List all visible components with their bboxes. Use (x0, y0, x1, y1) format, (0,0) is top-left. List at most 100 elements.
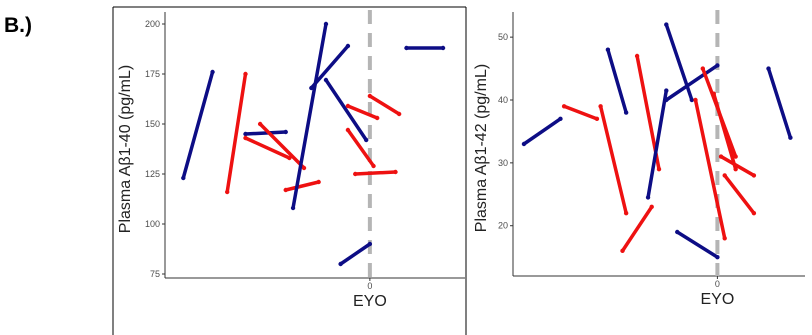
series-segment-blue (324, 78, 368, 142)
segment-start-point (766, 66, 771, 71)
segment-end-point (751, 173, 757, 178)
segment-end-point (364, 137, 369, 143)
series-segment-blue (522, 117, 563, 146)
segment-end-point (210, 69, 215, 75)
series-segment-red (225, 72, 248, 194)
segment-end-point (722, 236, 727, 241)
series-segment-red (258, 122, 306, 170)
segment-start-point (664, 97, 669, 103)
segment-start-point (711, 91, 716, 96)
segment-end-point (715, 63, 720, 68)
segment-end-point (689, 97, 695, 103)
segment-start-point (309, 85, 314, 91)
segment-start-point (345, 127, 351, 133)
series-segment-red (719, 154, 756, 178)
segment-start-point (561, 104, 567, 109)
segment-end-point (371, 163, 376, 169)
y-tick-label: 75 (150, 269, 160, 279)
segment-start-point (521, 141, 527, 147)
segment-start-point (404, 45, 409, 51)
y-tick-label: 30 (498, 158, 508, 168)
segment-end-point (623, 210, 629, 216)
chart-abeta40: 75 100 125 150 175 200 0 Plasma Aβ1-40 (pg/mL) E… (117, 10, 465, 310)
segment-end-point (715, 254, 720, 260)
y-tick-label: 20 (498, 221, 508, 231)
series-segment-red (562, 104, 599, 121)
segment-end-point (374, 115, 380, 121)
segment-start-point (700, 66, 705, 71)
segment-end-point (440, 45, 446, 51)
series-segment-red (243, 136, 292, 160)
segment-start-point (345, 103, 351, 109)
y-tick-label: 200 (145, 19, 160, 29)
x-axis-label: EYO (353, 293, 387, 310)
series-segment-red (693, 98, 727, 241)
series-segment-red (620, 205, 654, 253)
x-axis-label: EYO (701, 291, 735, 308)
segment-start-point (257, 121, 263, 127)
segment-end-point (664, 88, 669, 93)
segment-start-point (338, 261, 343, 267)
segment-end-point (733, 154, 738, 159)
segment-start-point (353, 171, 358, 177)
series-segment-blue (291, 22, 328, 210)
segment-end-point (623, 110, 629, 115)
y-tick-label: 175 (145, 69, 160, 79)
series-segment-red (346, 104, 379, 120)
segment-end-point (558, 116, 563, 122)
segment-start-point (290, 205, 296, 211)
segment-start-point (693, 97, 698, 103)
y-tick-label: 100 (145, 219, 160, 229)
y-tick-label: 150 (145, 119, 160, 129)
segment-start-point (243, 135, 248, 141)
segment-end-point (323, 21, 329, 27)
segment-start-point (664, 22, 669, 27)
segment-end-point (283, 129, 288, 135)
series-segment-blue (646, 88, 669, 200)
series-segment-blue (675, 230, 720, 259)
series-segment-blue (181, 70, 215, 180)
segment-end-point (345, 43, 351, 49)
x-tick-label: 0 (715, 279, 720, 289)
panel-label: B.) (4, 14, 32, 37)
segment-start-point (367, 93, 373, 99)
segment-end-point (733, 166, 738, 172)
segment-end-point (649, 204, 654, 210)
series-segment-blue (606, 47, 628, 115)
segment-start-point (722, 173, 727, 178)
series-segment-red (353, 170, 398, 176)
segment-start-point (718, 154, 724, 159)
series-segment-blue (309, 44, 350, 90)
y-tick-label: 50 (498, 32, 508, 42)
series-segment-red (722, 173, 756, 215)
segment-start-point (283, 187, 288, 193)
segment-end-point (301, 165, 307, 171)
series-segment-blue (766, 66, 793, 140)
y-axis-label: Plasma Aβ1-42 (pg/mL) (473, 64, 490, 232)
y-axis-label: Plasma Aβ1-40 (pg/mL) (117, 65, 134, 233)
series-segment-blue (664, 63, 720, 102)
segment-end-point (594, 116, 600, 122)
segment-end-point (396, 111, 402, 117)
series-segment-red (598, 104, 628, 215)
series-segment-red (368, 94, 401, 116)
segment-end-point (367, 241, 373, 247)
segment-start-point (605, 47, 611, 52)
x-tick-label: 0 (367, 281, 372, 291)
segment-start-point (634, 53, 640, 59)
series-segment-red (346, 128, 376, 168)
segment-end-point (287, 155, 292, 161)
segment-start-point (675, 229, 680, 235)
series-segment-red (283, 180, 321, 192)
segment-start-point (323, 77, 329, 83)
segment-start-point (598, 104, 603, 109)
segment-start-point (181, 175, 186, 181)
segment-end-point (656, 166, 662, 172)
segment-end-point (243, 71, 248, 77)
segment-start-point (620, 248, 625, 254)
segment-start-point (645, 195, 651, 200)
series-segment-red (712, 91, 738, 171)
series-segment-blue (338, 242, 372, 266)
series-segment-blue (664, 22, 694, 102)
y-tick-label: 125 (145, 169, 160, 179)
